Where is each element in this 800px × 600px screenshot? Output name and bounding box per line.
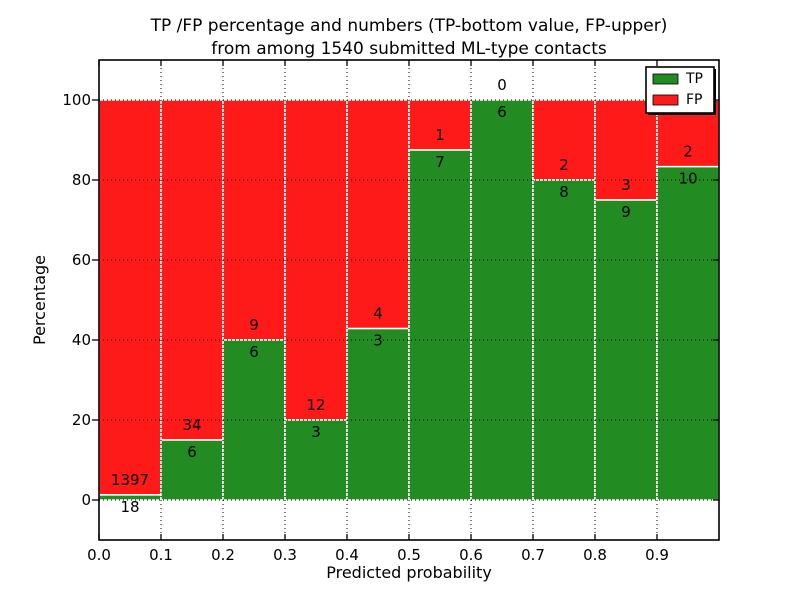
y-axis-label: Percentage [30,255,49,345]
y-tick-label: 60 [72,251,91,269]
x-tick-label: 0.1 [149,546,173,564]
bar-count-tp: 6 [497,103,507,121]
x-tick-label: 0.2 [211,546,235,564]
y-tick-label: 0 [81,491,91,509]
x-tick-label: 0.6 [459,546,483,564]
bar-segment-tp [594,199,658,501]
bar-segment-fp [98,99,162,496]
x-tick-label: 0.8 [583,546,607,564]
bar-segment-fp [346,99,410,330]
bar-count-tp: 18 [120,498,139,516]
legend-swatch-fp [652,94,679,106]
bar-segment-fp [222,99,286,341]
bar-count-fp: 2 [559,156,569,174]
bar-count-fp: 4 [373,305,383,323]
bar-count-fp: 3 [621,176,631,194]
chart-title-line1: TP /FP percentage and numbers (TP-bottom… [150,16,668,36]
legend: TP FP [645,66,716,115]
bar-count-fp: 9 [249,316,259,334]
bar-segment-fp [160,99,224,441]
bar-segment-tp [408,149,472,501]
x-tick-label: 0.4 [335,546,359,564]
bar-count-fp: 1397 [111,471,149,489]
bar-count-fp: 12 [306,396,325,414]
y-tick-label: 80 [72,171,91,189]
x-tick-label: 0.9 [645,546,669,564]
x-axis-label: Predicted probability [326,563,492,582]
bar-count-tp: 6 [187,443,197,461]
legend-swatch-tp [652,73,679,85]
bar-segment-tp [346,327,410,501]
bar-count-fp: 34 [182,416,201,434]
bar-count-fp: 0 [497,76,507,94]
x-tick-label: 0.3 [273,546,297,564]
bar-count-fp: 2 [683,143,693,161]
y-tick-label: 40 [72,331,91,349]
bar-count-tp: 8 [559,183,569,201]
bar-count-fp: 1 [435,126,445,144]
bar-count-tp: 7 [435,153,445,171]
bar-count-tp: 3 [311,423,321,441]
bar-segment-tp [222,339,286,501]
legend-label-tp: TP [685,71,703,87]
bar-segment-tp [470,99,534,501]
bar-count-tp: 10 [678,170,697,188]
x-tick-label: 0.0 [87,546,111,564]
y-tick-label: 100 [62,91,91,109]
bar-count-tp: 9 [621,203,631,221]
bar-count-tp: 3 [373,332,383,350]
ticks-layer: 0.0 0.1 0.2 0.3 0.4 0.5 0.6 0.7 0.8 0.90204060801… [62,60,719,564]
x-tick-label: 0.7 [521,546,545,564]
bar-count-tp: 6 [249,343,259,361]
x-tick-label: 0.5 [397,546,421,564]
bar-segment-tp [284,419,348,501]
bars-layer [98,99,720,501]
bar-segment-tp [656,165,720,501]
y-tick-label: 20 [72,411,91,429]
chart-title-line2: from among 1540 submitted ML-type contac… [211,39,607,59]
legend-label-fp: FP [686,92,703,108]
grid-layer [99,60,719,540]
